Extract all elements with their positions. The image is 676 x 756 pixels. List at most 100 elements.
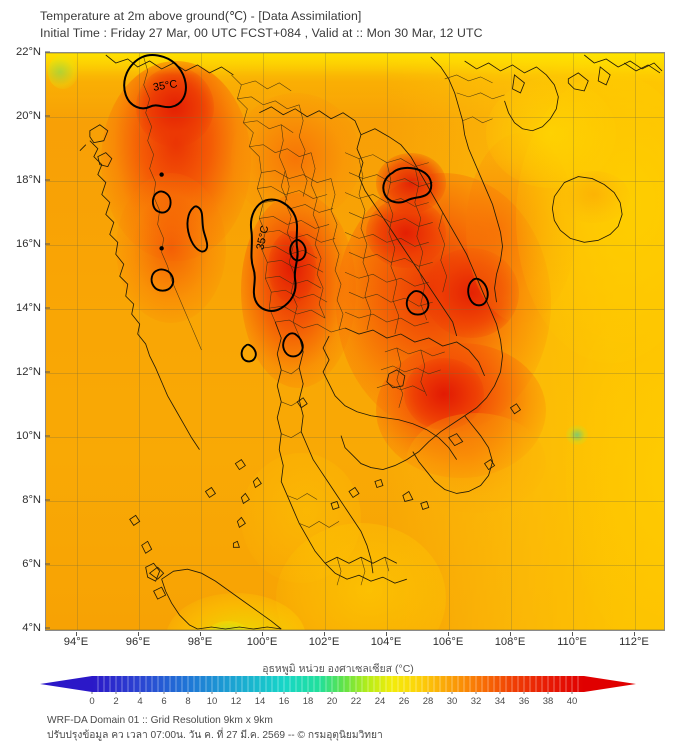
colorbar-tick-36: 36 (518, 696, 530, 707)
colorbar-left-extend (40, 676, 92, 692)
map-plot-area[interactable]: 35°C 35°C (45, 52, 665, 631)
colorbar-tick-4: 4 (137, 696, 143, 707)
contour-dot-2 (159, 246, 164, 251)
ytick-10N: 10°N (16, 430, 41, 442)
map-field-layers: 35°C 35°C (46, 53, 664, 630)
gridline-lon-98 (201, 53, 202, 630)
xtick-104E: 104°E (370, 636, 402, 648)
cool-blob-sumatra-core (198, 621, 258, 630)
page-title: Temperature at 2m above ground(℃) - [Dat… (40, 9, 362, 23)
ytick-20N: 20°N (16, 110, 41, 122)
gridline-lat-16 (46, 245, 664, 246)
xtick-110E: 110°E (557, 636, 587, 648)
xtick-mark (386, 632, 387, 636)
xtick-mark (138, 632, 139, 636)
cool-speck-upper-left (48, 55, 78, 89)
ytick-8N: 8°N (22, 494, 41, 506)
ytick-mark (45, 435, 50, 437)
ytick-mark (45, 51, 50, 53)
colorbar-tick-14: 14 (254, 696, 266, 707)
gridline-lat-14 (46, 309, 664, 310)
gridline-lat-18 (46, 181, 664, 182)
gridline-lat-10 (46, 437, 664, 438)
xtick-mark (634, 632, 635, 636)
map-vector-overlay: 35°C 35°C (79, 54, 663, 630)
gridline-lon-94 (77, 53, 78, 630)
hot-blob-laos-north (376, 153, 446, 213)
colorbar-tick-6: 6 (161, 696, 167, 707)
colorbar-tick-20: 20 (326, 696, 338, 707)
colorbar-tick-22: 22 (350, 696, 362, 707)
cool-speck-vietnam-coast (566, 425, 588, 445)
colorbar-tick-30: 30 (446, 696, 458, 707)
gridline-lon-110 (573, 53, 574, 630)
ytick-mark (45, 243, 50, 245)
colorbar-tick-labels: 0 2 4 6 8 10 12 14 16 18 20 22 24 26 28 30 32 34 36 38 40 (40, 694, 636, 710)
contour-dot-1 (159, 172, 164, 177)
xtick-98E: 98°E (187, 636, 213, 648)
colorbar-right-extend (584, 676, 636, 692)
colorbar-tick-2: 2 (113, 696, 119, 707)
xtick-108E: 108°E (494, 636, 526, 648)
xtick-mark (262, 632, 263, 636)
colorbar-gradient[interactable] (40, 674, 636, 694)
ytick-16N: 16°N (16, 238, 41, 250)
gridline-lat-8 (46, 501, 664, 502)
colorbar-tick-18: 18 (302, 696, 314, 707)
cool-blob-top-band (46, 53, 664, 75)
colorbar-block: อุธหพูมิ หน่วย องศาเซลเซียส (°C) 0 2 4 6 8 10… (0, 660, 676, 712)
gridline-lat-12 (46, 373, 664, 374)
colorbar-tick-12: 12 (230, 696, 242, 707)
gridline-lon-112 (635, 53, 636, 630)
colorbar-tick-32: 32 (470, 696, 482, 707)
colorbar-tick-40: 40 (566, 696, 578, 707)
gridline-lon-108 (511, 53, 512, 630)
xtick-mark (324, 632, 325, 636)
contour-label-35c-thailand: 35°C (254, 224, 271, 251)
contour-label-35c-myanmar: 35°C (152, 78, 178, 94)
colorbar-tick-28: 28 (422, 696, 434, 707)
chart-title-block: Temperature at 2m above ground(℃) - [Dat… (40, 8, 650, 42)
cool-ocean-gulf-tonkin (486, 78, 616, 188)
xtick-112E: 112°E (619, 636, 649, 648)
colorbar-tick-0: 0 (89, 696, 95, 707)
ytick-6N: 6°N (22, 558, 41, 570)
colorbar-tick-34: 34 (494, 696, 506, 707)
colorbar-title: อุธหพูมิ หน่วย องศาเซลเซียส (°C) (262, 663, 414, 675)
xtick-94E: 94°E (63, 636, 89, 648)
ytick-mark (45, 563, 50, 565)
xtick-96E: 96°E (125, 636, 151, 648)
gridline-lon-104 (387, 53, 388, 630)
ytick-mark (45, 179, 50, 181)
footer-line-model: WRF-DA Domain 01 :: Grid Resolution 9km … (47, 715, 273, 726)
ytick-mark (45, 371, 50, 373)
colorbar[interactable] (40, 674, 636, 694)
ytick-mark (45, 115, 50, 117)
colorbar-tick-24: 24 (374, 696, 386, 707)
ytick-mark (45, 499, 50, 501)
gridline-lat-4 (46, 629, 664, 630)
xtick-100E: 100°E (246, 636, 278, 648)
gridline-lon-100 (263, 53, 264, 630)
ytick-4N: 4°N (22, 622, 41, 634)
ytick-22N: 22°N (16, 46, 41, 58)
colorbar-tick-26: 26 (398, 696, 410, 707)
gridline-lat-20 (46, 117, 664, 118)
chart-subtitle: Initial Time : Friday 27 Mar, 00 UTC FCS… (40, 26, 483, 40)
colorbar-tick-10: 10 (206, 696, 218, 707)
xtick-mark (572, 632, 573, 636)
xtick-mark (200, 632, 201, 636)
colorbar-tick-16: 16 (278, 696, 290, 707)
xtick-mark (76, 632, 77, 636)
ytick-mark (45, 307, 50, 309)
footer-block: WRF-DA Domain 01 :: Grid Resolution 9km … (47, 714, 647, 743)
xtick-106E: 106°E (432, 636, 464, 648)
x-axis-labels: 94°E 96°E 98°E 100°E 102°E 104°E 106°E 1… (45, 632, 665, 654)
ytick-12N: 12°N (16, 366, 41, 378)
gridline-lat-22 (46, 53, 664, 54)
gridline-lon-102 (325, 53, 326, 630)
colorbar-tick-8: 8 (185, 696, 191, 707)
colorbar-tick-38: 38 (542, 696, 554, 707)
xtick-mark (510, 632, 511, 636)
